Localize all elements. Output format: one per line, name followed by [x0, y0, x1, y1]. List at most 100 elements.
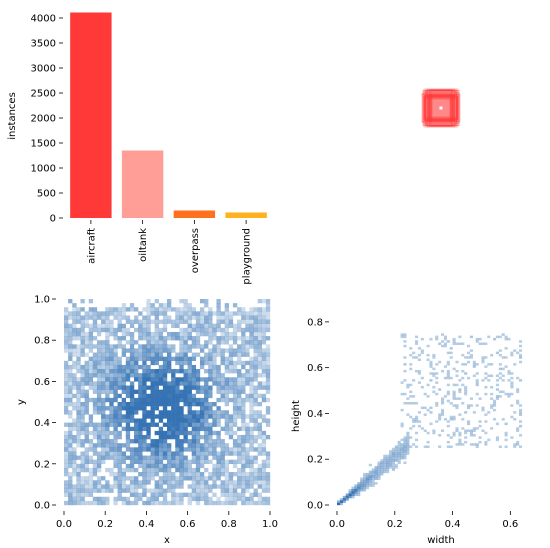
heatmap-cell — [216, 373, 221, 378]
heatmap-cell — [467, 429, 471, 432]
heatmap-cell — [154, 360, 159, 366]
heatmap-cell — [224, 467, 229, 473]
heatmap-cell — [469, 353, 473, 357]
heatmap-cell — [253, 410, 258, 415]
heatmap-cell — [142, 414, 147, 419]
heatmap-cell — [253, 373, 258, 378]
heatmap-cell — [249, 315, 254, 320]
heatmap-cell — [452, 390, 456, 394]
heatmap-cell — [121, 373, 126, 378]
heatmap-cell — [475, 337, 479, 341]
heatmap-cell — [105, 443, 110, 448]
heatmap-cell — [406, 438, 410, 442]
heatmap-cell — [76, 467, 81, 473]
heatmap-cell — [204, 434, 209, 440]
heatmap-cell — [449, 436, 453, 439]
heatmap-cell — [475, 383, 479, 387]
heatmap-cell — [237, 472, 242, 477]
heatmap-cell — [101, 451, 106, 456]
heatmap-cell — [391, 447, 395, 451]
heatmap-cell — [432, 372, 436, 375]
bar-x-tick-label: oiltank — [138, 228, 149, 262]
heatmap-cell — [129, 389, 135, 394]
heatmap-cell — [199, 364, 205, 370]
heatmap-cell — [101, 319, 106, 324]
bounding-box — [424, 89, 458, 127]
heatmap-cell — [351, 495, 355, 499]
heatmap-cell — [195, 447, 201, 452]
heatmap-cell — [224, 327, 229, 333]
heatmap-cell — [154, 323, 159, 329]
heatmap-cell — [80, 344, 85, 349]
heatmap-cell — [183, 303, 188, 308]
heatmap-cell — [191, 344, 197, 349]
heatmap-cell — [92, 356, 98, 361]
heatmap-cell — [121, 443, 126, 448]
heatmap-cell — [245, 393, 250, 399]
heatmap-cell — [191, 315, 197, 320]
heatmap-cell — [224, 410, 229, 415]
wh-y-tick-label: 0.0 — [307, 501, 323, 512]
heatmap-cell — [72, 360, 77, 366]
heatmap-cell — [420, 385, 424, 389]
heatmap-cell — [101, 397, 106, 403]
heatmap-cell — [179, 369, 184, 374]
heatmap-cell — [475, 404, 479, 407]
heatmap-cell — [391, 456, 395, 460]
heatmap-cell — [429, 360, 433, 364]
heatmap-cell — [391, 463, 395, 467]
heatmap-cell — [472, 434, 476, 437]
heatmap-cell — [183, 472, 188, 477]
heatmap-cell — [138, 393, 143, 399]
heatmap-cell — [64, 488, 69, 493]
heatmap-cell — [158, 418, 164, 423]
heatmap-cell — [484, 443, 488, 446]
heatmap-cell — [64, 385, 69, 390]
heatmap-cell — [68, 410, 73, 415]
heatmap-cell — [72, 385, 77, 390]
heatmap-cell — [265, 422, 271, 427]
heatmap-cell — [109, 344, 114, 349]
heatmap-cell — [481, 342, 485, 345]
heatmap-cell — [158, 340, 164, 345]
heatmap-cell — [175, 430, 180, 436]
heatmap-cell — [76, 426, 81, 432]
heatmap-cell — [64, 336, 69, 341]
heatmap-cell — [371, 470, 375, 474]
heatmap-cell — [241, 451, 246, 456]
heatmap-cell — [415, 340, 419, 343]
heatmap-cell — [72, 500, 77, 506]
heatmap-cell — [400, 445, 404, 448]
heatmap-cell — [80, 426, 85, 432]
heatmap-cell — [257, 496, 262, 502]
heatmap-cell — [220, 447, 225, 452]
heatmap-cell — [150, 369, 155, 374]
heatmap-cell — [101, 496, 106, 502]
heatmap-cell — [92, 385, 98, 390]
heatmap-cell — [241, 373, 246, 378]
heatmap-cell — [354, 488, 358, 492]
heatmap-cell — [105, 414, 110, 419]
heatmap-cell — [121, 381, 126, 386]
heatmap-cell — [220, 356, 225, 361]
heatmap-cell — [224, 443, 229, 448]
heatmap-cell — [105, 422, 110, 427]
heatmap-cell — [216, 484, 221, 489]
heatmap-cell — [199, 455, 205, 460]
heatmap-cell — [249, 463, 254, 469]
heatmap-cell — [187, 414, 192, 419]
heatmap-cell — [406, 445, 410, 448]
heatmap-cell — [519, 379, 523, 382]
wh-x-axis: 0.0 0.2 0.4 0.6 — [329, 511, 518, 530]
wh-heatmap-cells — [337, 333, 523, 506]
heatmap-cell — [72, 422, 77, 427]
heatmap-cell — [228, 381, 234, 386]
heatmap-cell — [452, 434, 456, 437]
heatmap-cell — [125, 467, 131, 473]
heatmap-cell — [212, 352, 217, 357]
heatmap-cell — [117, 340, 122, 345]
bounding-box — [424, 90, 458, 126]
heatmap-cell — [183, 331, 188, 337]
heatmap-cell — [216, 496, 221, 502]
